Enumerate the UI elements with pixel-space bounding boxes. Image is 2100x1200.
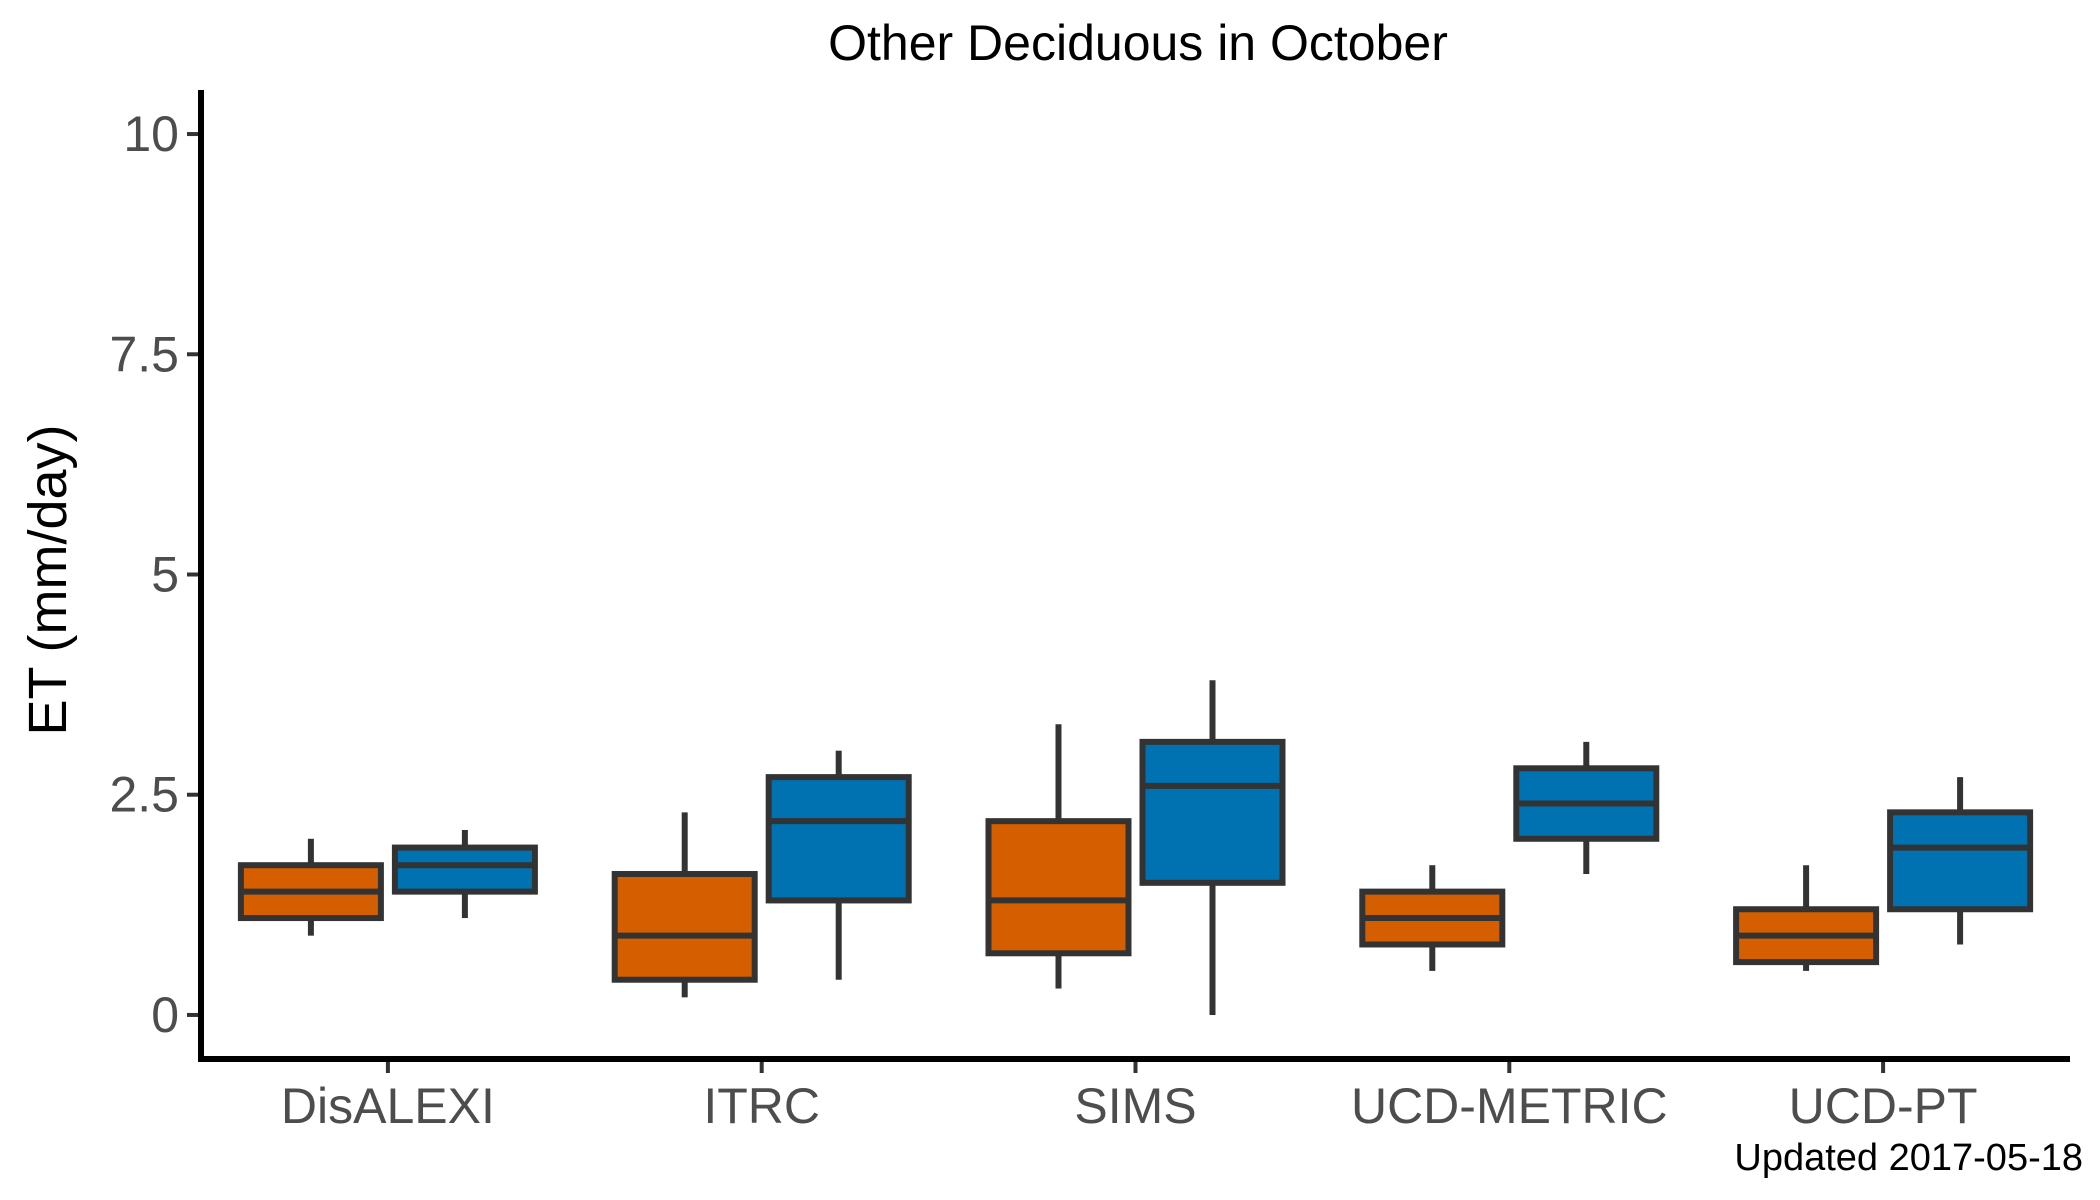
- box-group: [1733, 865, 1880, 971]
- box-iqr: [611, 871, 758, 983]
- box-iqr: [765, 774, 912, 904]
- box-iqr: [391, 844, 538, 895]
- y-tick-label: 10: [123, 106, 179, 162]
- box-group: [237, 838, 384, 936]
- box-group: [611, 812, 758, 998]
- x-tick-label: DisALEXI: [281, 1078, 495, 1134]
- x-tick-label: UCD-METRIC: [1351, 1078, 1668, 1134]
- box-group: [765, 750, 912, 980]
- updated-caption: Updated 2017-05-18: [1734, 1137, 2083, 1179]
- x-tick-label: UCD-PT: [1789, 1078, 1978, 1134]
- box-iqr: [985, 818, 1132, 957]
- y-tick-label: 7.5: [109, 326, 179, 382]
- chart-title: Other Deciduous in October: [828, 15, 1448, 71]
- box-group: [1359, 865, 1506, 971]
- y-axis-ticks: 0 2.5 5 7.5 10: [109, 106, 201, 1043]
- box-group: [391, 829, 538, 919]
- y-tick-label: 0: [151, 987, 179, 1043]
- x-axis-ticks: DisALEXI ITRC SIMS UCD-METRIC UCD-PT: [281, 1059, 1978, 1134]
- box-group: [985, 724, 1132, 989]
- box-iqr: [1887, 809, 2034, 913]
- x-tick-label: ITRC: [703, 1078, 820, 1134]
- y-axis-label: ET (mm/day): [18, 424, 78, 735]
- y-tick-label: 5: [151, 547, 179, 603]
- x-tick-label: SIMS: [1074, 1078, 1196, 1134]
- box-group: [1513, 741, 1660, 875]
- box-group: [1887, 777, 2034, 945]
- y-tick-label: 2.5: [109, 767, 179, 823]
- box-iqr: [1139, 738, 1286, 886]
- box-plot-boxes: [237, 680, 2034, 1015]
- box-group: [1139, 680, 1286, 1015]
